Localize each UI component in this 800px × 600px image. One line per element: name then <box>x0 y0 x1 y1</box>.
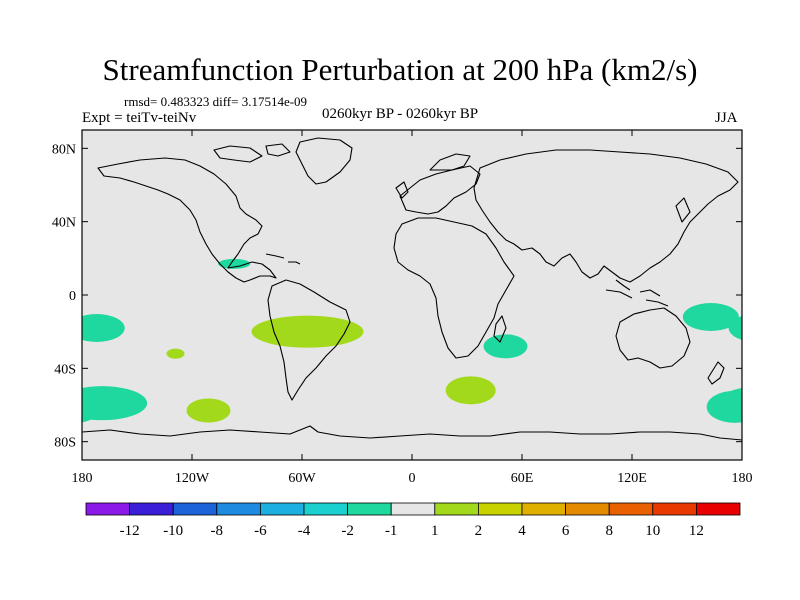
anomaly-australia-east-wrap <box>23 303 79 331</box>
colorbar: -12 -10 -8 -6 -4 -2 -1 1 2 4 6 8 10 12 <box>85 502 741 539</box>
colorbar-swatch <box>303 502 348 516</box>
map-background <box>82 130 742 460</box>
colorbar-swatch <box>608 502 654 516</box>
coast-madagascar <box>493 315 507 343</box>
anomaly-south-pacific-west <box>82 386 148 421</box>
colorbar-label: -10 <box>163 523 183 539</box>
lon-tick-label: 120E <box>617 471 647 486</box>
colorbar-label: -12 <box>120 523 140 539</box>
map-axes: 180 120W 60W 0 60E 120E 180 80N 40N 0 40S 80S <box>52 130 753 486</box>
coast-caribbean <box>265 253 301 265</box>
coast-indonesia <box>605 279 669 307</box>
coast-europe <box>399 165 481 215</box>
colorbar-label: 8 <box>605 523 613 539</box>
coast-australia <box>615 307 691 369</box>
lon-tick-label: 180 <box>72 471 93 486</box>
colorbar-label: 2 <box>475 523 483 539</box>
anomaly-south-pacific-far-east <box>706 390 742 423</box>
coast-britain <box>395 181 409 199</box>
colorbar-swatch <box>477 502 523 516</box>
anomaly-central-america <box>218 258 251 269</box>
anomaly-south-america-tropics <box>251 315 364 348</box>
colorbar-label: 10 <box>645 523 660 539</box>
rmsd-stats: rmsd= 0.483323 diff= 3.17514e-09 <box>124 94 308 109</box>
season-label: JJA <box>715 110 738 126</box>
anomaly-north-pacific-west <box>82 314 125 342</box>
lon-tick-label: 180 <box>732 471 753 486</box>
colorbar-label: -1 <box>385 523 398 539</box>
lat-tick-label: 40N <box>52 216 76 231</box>
colorbar-swatch <box>390 502 436 516</box>
coast-greenland <box>295 137 353 185</box>
colorbar-swatch <box>347 502 392 516</box>
coast-japan <box>675 197 691 223</box>
anomaly-south-atlantic-africa <box>445 376 496 405</box>
colorbar-swatch <box>696 502 741 516</box>
colorbar-label: 12 <box>689 523 704 539</box>
lon-tick-label: 120W <box>175 471 210 486</box>
colorbar-label: -4 <box>298 523 311 539</box>
colorbar-swatch <box>259 502 305 516</box>
lon-tick-label: 60E <box>511 471 534 486</box>
colorbar-label: -6 <box>254 523 267 539</box>
colorbar-swatch <box>434 502 479 516</box>
anomaly-madagascar-east <box>483 334 528 359</box>
anomaly-layer <box>23 258 742 423</box>
lon-tick-label: 0 <box>409 471 416 486</box>
plot-title: Streamfunction Perturbation at 200 hPa (… <box>102 52 698 87</box>
coast-new-zealand <box>707 361 725 385</box>
anomaly-south-pacific-small <box>166 348 185 359</box>
colorbar-swatch <box>521 502 566 516</box>
coast-arctic-islands <box>213 143 291 163</box>
colorbar-label: 6 <box>562 523 570 539</box>
anomaly-south-pacific-far-east-wrap <box>82 391 103 423</box>
anomaly-south-pacific-east <box>186 398 231 423</box>
coast-scandinavia <box>429 153 471 171</box>
anomaly-australia-east <box>682 303 739 331</box>
colorbar-label: -8 <box>211 523 224 539</box>
lat-tick-label: 80N <box>52 142 76 157</box>
period-label: 0260kyr BP - 0260kyr BP <box>322 106 479 122</box>
lat-tick-label: 80S <box>54 436 76 451</box>
colorbar-label: -2 <box>341 523 354 539</box>
colorbar-label: 1 <box>431 523 439 539</box>
lat-tick-label: 40S <box>54 362 76 377</box>
lon-tick-label: 60W <box>288 471 316 486</box>
colorbar-label: 4 <box>518 523 526 539</box>
colorbar-swatch <box>652 502 697 516</box>
experiment-label: Expt = teiTv-teiNv <box>82 110 197 126</box>
colorbar-swatch <box>172 502 218 516</box>
coast-asia <box>473 149 739 283</box>
colorbar-swatch <box>565 502 610 516</box>
coast-south-america <box>267 279 351 401</box>
coast-africa <box>393 217 515 359</box>
coast-antarctica <box>82 425 742 441</box>
coastlines <box>82 137 742 441</box>
coast-north-america <box>97 157 277 283</box>
colorbar-swatch <box>85 502 130 516</box>
lat-tick-label: 0 <box>69 289 76 304</box>
colorbar-swatch <box>129 502 174 516</box>
colorbar-swatch <box>216 502 261 516</box>
